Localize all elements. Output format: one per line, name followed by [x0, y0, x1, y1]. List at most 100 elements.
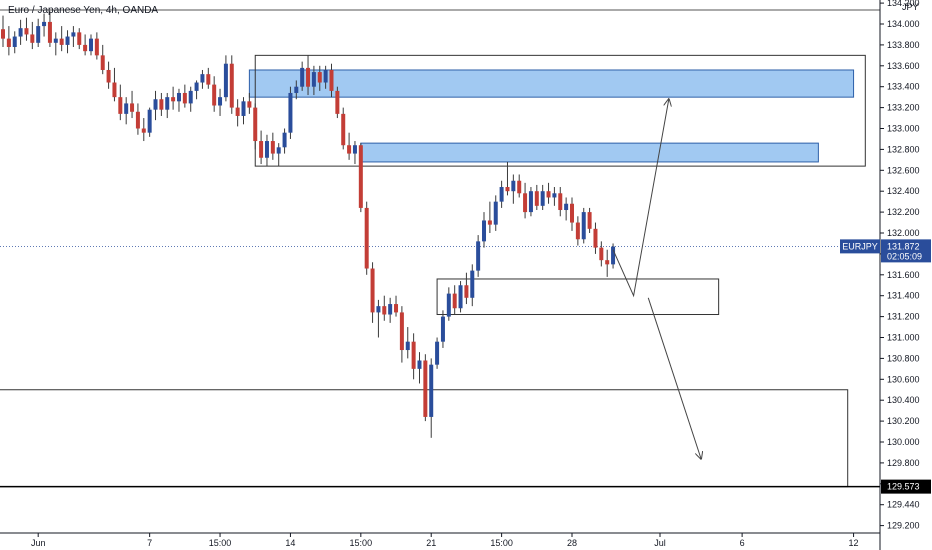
candle-down [77, 32, 82, 45]
candle-up [88, 38, 93, 52]
x-tick-label: 14 [285, 538, 295, 548]
candle-up [194, 82, 199, 91]
x-tick-label: 15:00 [209, 538, 232, 548]
candle-up [311, 72, 316, 87]
y-tick-label: 130.200 [887, 416, 920, 426]
projection-arrow-0 [612, 99, 669, 298]
candle-down [364, 207, 369, 269]
candle-down [517, 180, 522, 194]
demand-zone-0 [248, 69, 855, 98]
candle-down [382, 306, 387, 315]
y-tick-label: 132.400 [887, 186, 920, 196]
candle-down [30, 34, 35, 43]
candle-down [370, 268, 375, 313]
y-tick-label: 131.200 [887, 312, 920, 322]
candle-up [564, 203, 569, 211]
candle-down [259, 141, 264, 158]
y-tick-label: 129.440 [887, 500, 920, 510]
x-tick-label: Jul [654, 538, 666, 548]
candle-up [323, 69, 328, 83]
x-tick-label: 7 [147, 538, 152, 548]
candle-down [505, 187, 510, 192]
y-tick-label: 130.000 [887, 437, 920, 447]
candle-down [182, 92, 187, 104]
candle-up [264, 141, 269, 158]
candle-down [411, 341, 416, 369]
y-tick-label: 131.000 [887, 333, 920, 343]
candle-up [429, 364, 434, 417]
candle-up [288, 92, 293, 133]
zone-box-3 [436, 278, 720, 316]
y-tick-label: 133.600 [887, 61, 920, 71]
candle-down [83, 44, 88, 52]
candle-down [235, 107, 240, 116]
chart-title: Euro / Japanese Yen, 4h, OANDA [8, 5, 159, 16]
candle-up [53, 38, 58, 43]
candle-down [347, 145, 352, 154]
candle-down [171, 97, 176, 102]
candle-down [587, 212, 592, 229]
candle-up [188, 90, 193, 104]
candle-up [276, 147, 281, 154]
candle-down [464, 285, 469, 298]
candle-up [176, 92, 181, 102]
candle-down [94, 38, 99, 56]
candle-down [546, 191, 551, 198]
candle-down [59, 38, 64, 45]
candle-down [317, 72, 322, 83]
candle-down [130, 103, 135, 112]
candle-up [147, 109, 152, 133]
candle-up [552, 193, 557, 198]
candle-up [458, 285, 463, 309]
candle-down [534, 191, 539, 206]
candle-down [452, 293, 457, 309]
candle-down [159, 99, 164, 110]
countdown-label: 02:05:09 [887, 251, 922, 261]
symbol-tag [840, 239, 880, 254]
y-tick-label: 130.400 [887, 395, 920, 405]
candle-up [352, 145, 357, 154]
candle-up [499, 187, 504, 202]
y-tick-label: 133.400 [887, 82, 920, 92]
candle-down [487, 220, 492, 225]
y-tick-label: 130.800 [887, 353, 920, 363]
y-tick-label: 133.200 [887, 103, 920, 113]
candle-down [329, 69, 334, 91]
candle-down [358, 145, 363, 208]
level-tag [881, 479, 931, 494]
axis-unit-label: JPY [902, 2, 919, 12]
candle-down [206, 74, 211, 85]
candle-down [423, 360, 428, 417]
y-tick-label: 133.800 [887, 40, 920, 50]
candle-down [270, 141, 275, 154]
candle-up [376, 306, 381, 313]
candle-down [306, 67, 311, 87]
x-tick-label: 21 [426, 538, 436, 548]
candle-down [135, 111, 140, 129]
candle-up [440, 316, 445, 342]
y-tick-label: 134.200 [887, 0, 920, 8]
x-tick-label: 6 [740, 538, 745, 548]
symbol-tag-label: EURJPY [842, 241, 878, 251]
candle-down [106, 69, 111, 83]
y-tick-label: 132.000 [887, 228, 920, 238]
candle-up [511, 180, 516, 192]
candle-down [229, 63, 234, 108]
candle-down [605, 260, 610, 265]
candle-up [42, 21, 47, 27]
candle-down [24, 28, 29, 35]
candle-down [247, 101, 252, 108]
candle-up [435, 341, 440, 365]
candle-down [558, 193, 563, 211]
candle-up [65, 36, 70, 45]
x-tick-label: Jun [31, 538, 46, 548]
candle-up [71, 32, 76, 37]
last-price-tag [881, 239, 931, 263]
candle-up [282, 132, 287, 148]
price-axis-area [880, 0, 932, 550]
demand-zone-1 [360, 142, 819, 163]
x-tick-label: 15:00 [490, 538, 513, 548]
y-tick-label: 132.800 [887, 144, 920, 154]
